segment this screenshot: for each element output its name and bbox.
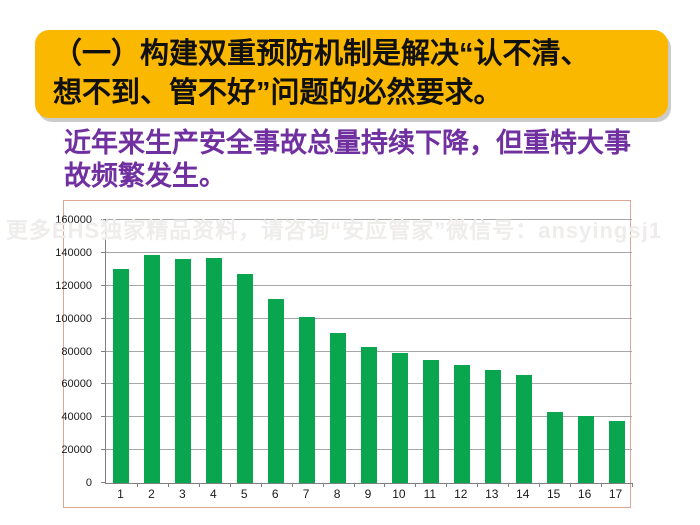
y-axis: 0 20000 40000 60000 80000 100000 120000 140000 1…	[0, 214, 98, 489]
y-axis-tick	[101, 317, 106, 319]
y-axis-tick	[101, 219, 106, 220]
subtitle: 近年来生产安全事故总量持续下降，但重特大事 故频繁发生。	[64, 127, 631, 193]
bar	[453, 364, 470, 483]
y-axis-tick	[101, 383, 106, 385]
x-tick-label: 3	[179, 487, 186, 501]
x-tick-label: 11	[423, 487, 437, 501]
bar	[546, 412, 563, 483]
x-axis-tick	[136, 483, 138, 487]
title-banner: （一）构建双重预防机制是解决“认不清、 想不到、管不好”问题的必然要求。	[35, 30, 668, 118]
title-line-1: （一）构建双重预防机制是解决“认不清、	[53, 38, 590, 70]
bar	[175, 259, 192, 483]
x-axis: 1 2 3 4 5 6 7 8 9 10 11 12 13 14 15 16 17	[105, 487, 631, 503]
x-tick-label: 15	[546, 487, 561, 501]
x-axis-tick	[601, 483, 603, 487]
bar	[113, 269, 130, 483]
x-axis-tick	[198, 483, 200, 487]
bar	[361, 346, 377, 483]
x-tick-label: 10	[392, 487, 406, 501]
x-axis-tick	[384, 483, 386, 487]
y-axis-tick	[101, 449, 106, 451]
x-tick-label: 9	[364, 487, 372, 501]
y-axis-tick	[101, 284, 106, 286]
subtitle-line-1: 近年来生产安全事故总量持续下降，但重特大事	[64, 128, 631, 158]
gridline	[106, 317, 632, 319]
x-tick-label: 7	[302, 487, 310, 501]
y-tick-label: 80000	[61, 345, 92, 358]
watermark-text: 更多EHS独家精品资料，请咨询“安应管家”微信号：ansyingsj1	[6, 218, 662, 243]
x-tick-label: 17	[608, 487, 623, 501]
bar	[237, 274, 254, 483]
bar	[330, 333, 347, 483]
title-line-2: 想不到、管不好”问题的必然要求。	[53, 77, 503, 109]
x-tick-label: 8	[333, 487, 341, 501]
y-axis-tick	[101, 482, 106, 483]
x-axis-tick	[260, 483, 262, 487]
bar	[515, 374, 532, 483]
x-tick-label: 13	[485, 487, 499, 501]
bar	[391, 353, 408, 483]
y-tick-label: 40000	[61, 411, 92, 424]
gridline	[106, 284, 632, 286]
y-tick-label: 20000	[61, 444, 92, 457]
x-axis-tick	[353, 483, 355, 487]
x-axis-tick	[539, 483, 541, 487]
bar	[206, 257, 223, 483]
gridline	[106, 251, 632, 253]
bar	[268, 298, 285, 483]
x-axis-tick	[167, 483, 169, 487]
x-axis-tick	[632, 483, 633, 487]
x-axis-tick	[229, 483, 231, 487]
x-tick-label: 12	[454, 487, 468, 501]
x-tick-label: 1	[117, 487, 124, 501]
x-tick-label: 16	[577, 487, 592, 501]
y-axis-tick	[101, 350, 106, 352]
gridline	[106, 219, 632, 220]
x-axis-tick	[570, 483, 572, 487]
y-tick-label: 120000	[55, 279, 92, 292]
bar	[484, 369, 501, 483]
x-axis-tick	[322, 483, 324, 487]
bar	[422, 359, 439, 483]
bar	[577, 415, 594, 483]
chart-plot-area	[101, 219, 633, 487]
y-axis-tick	[101, 416, 106, 418]
x-axis-tick	[508, 483, 510, 487]
x-axis-tick	[415, 483, 417, 487]
y-tick-label: 160000	[55, 214, 92, 226]
x-tick-label: 5	[240, 487, 248, 501]
bar	[299, 316, 316, 483]
bar	[144, 254, 161, 483]
x-tick-label: 6	[271, 487, 279, 501]
y-tick-label: 0	[85, 477, 92, 489]
y-tick-label: 140000	[55, 246, 92, 259]
x-tick-label: 14	[516, 487, 530, 501]
x-tick-label: 4	[209, 487, 217, 501]
y-axis-tick	[101, 251, 106, 253]
x-tick-label: 2	[148, 487, 155, 501]
y-tick-label: 100000	[55, 312, 92, 325]
x-axis-tick	[291, 483, 293, 487]
x-axis-tick	[446, 483, 448, 487]
subtitle-line-2: 故频繁发生。	[64, 161, 226, 191]
x-axis-tick	[477, 483, 479, 487]
bar	[608, 420, 625, 483]
y-tick-label: 60000	[61, 378, 92, 391]
